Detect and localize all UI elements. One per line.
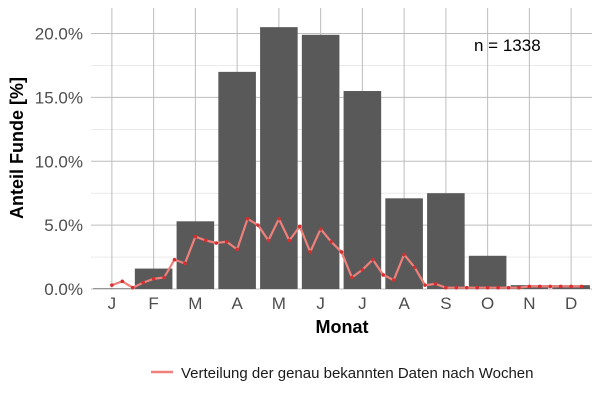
bar-1 [93, 288, 131, 289]
weekly-point [204, 238, 208, 243]
weekly-point [266, 238, 271, 243]
bar-9 [427, 193, 465, 289]
x-tick-label: O [481, 294, 494, 313]
x-tick-label: J [316, 294, 325, 313]
weekly-point [120, 279, 125, 284]
weekly-point [517, 285, 521, 290]
bar-7 [343, 91, 382, 289]
weekly-point [371, 257, 375, 262]
weekly-point [277, 216, 281, 221]
x-tick-label: M [272, 294, 286, 313]
y-axis-title: Anteil Funde [%] [7, 77, 27, 219]
x-tick-label: M [188, 294, 202, 313]
y-tick-label: 10.0% [35, 152, 83, 171]
weekly-point [308, 250, 312, 254]
y-tick-label: 20.0% [35, 25, 83, 44]
y-tick-label: 15.0% [35, 88, 83, 107]
weekly-point [360, 268, 365, 272]
x-tick-label: J [108, 294, 117, 313]
weekly-point [538, 284, 542, 289]
x-tick-label: N [523, 294, 535, 313]
x-tick-label: A [231, 294, 243, 313]
weekly-point [110, 283, 114, 287]
weekly-point [162, 275, 166, 280]
x-tick-label: J [358, 294, 367, 313]
weekly-point [527, 284, 532, 289]
weekly-point [130, 285, 135, 290]
weekly-point [214, 241, 219, 245]
weekly-point [496, 285, 500, 290]
weekly-point [141, 280, 145, 285]
weekly-point [235, 247, 239, 252]
weekly-point [464, 285, 469, 290]
weekly-point [172, 257, 177, 262]
weekly-point [402, 252, 406, 257]
bar-6 [301, 34, 340, 290]
weekly-point [350, 275, 354, 280]
x-tick-label: D [565, 294, 577, 313]
weekly-point [558, 284, 563, 289]
weekly-point [391, 278, 396, 282]
weekly-point [412, 265, 417, 270]
weekly-point [224, 239, 229, 244]
sample-size-annotation: n = 1338 [474, 36, 541, 55]
bars [93, 27, 590, 290]
weekly-point [475, 285, 479, 290]
weekly-point [183, 261, 187, 266]
y-axis-ticks: 0.0% 5.0% 10.0% 15.0% 20.0% [35, 25, 83, 299]
weekly-point [329, 239, 333, 244]
weekly-point [548, 284, 553, 289]
bar-8 [385, 198, 423, 289]
weekly-point [444, 285, 448, 290]
weekly-point [579, 284, 584, 289]
weekly-point [318, 227, 323, 231]
y-tick-label: 0.0% [44, 280, 83, 299]
weekly-point [454, 285, 459, 290]
weekly-point [256, 223, 260, 227]
bar-5 [260, 27, 298, 290]
x-tick-label: A [398, 294, 410, 313]
x-axis-title: Monat [316, 317, 369, 337]
weekly-line-series [110, 216, 584, 290]
weekly-point [151, 276, 156, 281]
weekly-point [423, 283, 427, 287]
x-tick-label: F [148, 294, 158, 313]
weekly-point [433, 282, 438, 286]
bar-3 [176, 221, 215, 289]
y-tick-label: 5.0% [44, 216, 83, 235]
weekly-line [111, 217, 582, 289]
weekly-point [506, 285, 511, 290]
weekly-point [485, 285, 490, 290]
weekly-point [339, 250, 344, 254]
x-tick-label: S [440, 294, 451, 313]
weekly-point [287, 238, 292, 243]
weekly-point [193, 234, 198, 239]
weekly-point [569, 284, 573, 289]
weekly-point [297, 224, 302, 229]
bar-4 [218, 71, 256, 289]
bar-10 [468, 255, 507, 289]
weekly-point [245, 216, 250, 221]
legend: Verteilung der genau bekannten Daten nac… [151, 365, 534, 382]
legend-label: Verteilung der genau bekannten Daten nac… [181, 365, 534, 382]
weekly-point [381, 273, 386, 277]
